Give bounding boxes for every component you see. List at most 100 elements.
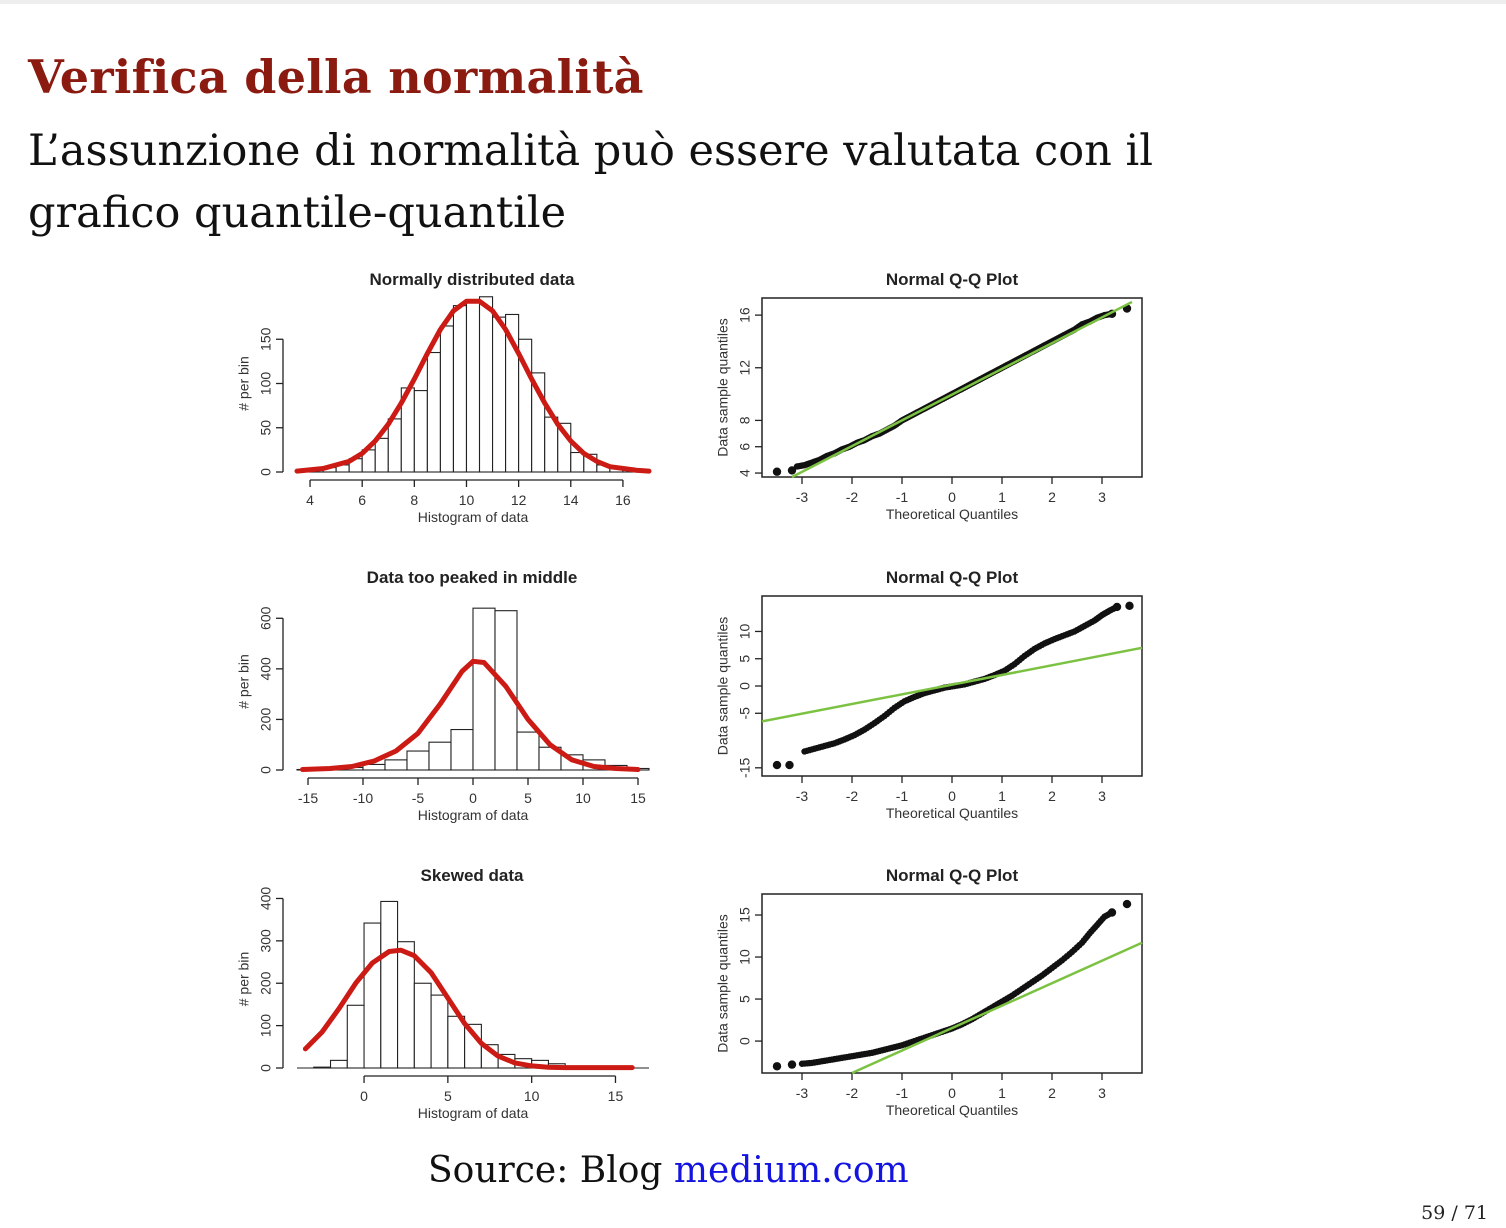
- qq1-x-tick-label: 0: [948, 489, 956, 505]
- hist2-x-tick-label: 5: [524, 790, 532, 806]
- hist3-bar: [363, 922, 382, 1069]
- slide-title: Verifica della normalità: [28, 50, 644, 104]
- qq3-x-tick-label: 3: [1098, 1085, 1106, 1101]
- qq3-y-axis-label: Data sample quantiles: [715, 914, 731, 1053]
- qq1-title: Normal Q-Q Plot: [886, 270, 1019, 289]
- hist1-bar: [492, 316, 507, 473]
- qq2-x-tick-label: 2: [1048, 788, 1056, 804]
- hist2-title: Data too peaked in middle: [367, 568, 578, 587]
- hist1-bar: [570, 451, 585, 473]
- hist3-bar: [329, 1059, 348, 1069]
- hist1-x-tick-label: 10: [459, 492, 475, 508]
- hist2-x-tick-label: 0: [469, 790, 477, 806]
- qq1-x-tick-label: 1: [998, 489, 1006, 505]
- hist3-x-tick-label: 0: [360, 1088, 368, 1104]
- qq3-x-axis-label: Theoretical Quantiles: [886, 1102, 1018, 1118]
- qq3-x-tick-label: 0: [948, 1085, 956, 1101]
- qq1-y-tick-label: 4: [737, 469, 753, 477]
- qq3-x-tick-label: -1: [896, 1085, 909, 1101]
- source-line: Source: Blog medium.com: [428, 1150, 909, 1191]
- qq1-x-tick-label: -2: [846, 489, 859, 505]
- hist3-bar: [413, 982, 432, 1069]
- hist1-x-tick-label: 16: [615, 492, 631, 508]
- qq3-x-tick-label: 1: [998, 1085, 1006, 1101]
- hist3-bar: [430, 994, 449, 1069]
- hist2-y-tick-label: 0: [258, 766, 274, 774]
- hist1-x-tick-label: 14: [563, 492, 579, 508]
- hist3-y-tick-label: 0: [258, 1064, 274, 1072]
- qq3-point: [1107, 908, 1117, 917]
- hist2-x-tick-label: -15: [298, 790, 318, 806]
- qq3-x-tick-label: 2: [1048, 1085, 1056, 1101]
- slide-body-line-1: L’assunzione di normalità può essere val…: [28, 126, 1153, 176]
- qq2-y-tick-label: -5: [737, 707, 753, 720]
- qq1-x-tick-label: -1: [896, 489, 909, 505]
- qq1-reference-line: [791, 300, 1133, 479]
- hist3-x-tick-label: 15: [608, 1088, 624, 1104]
- source-prefix: Source: Blog: [428, 1150, 674, 1191]
- qq1-x-tick-label: -3: [796, 489, 809, 505]
- hist3-bar: [346, 1004, 365, 1069]
- hist3-y-tick-label: 100: [258, 1014, 274, 1038]
- qq2-y-tick-label: 0: [737, 682, 753, 690]
- qq2-x-tick-label: 0: [948, 788, 956, 804]
- hist2-bar: [406, 750, 430, 771]
- hist2-x-axis-label: Histogram of data: [418, 807, 529, 823]
- hist1-bar: [426, 351, 441, 473]
- qq1-x-tick-label: 2: [1048, 489, 1056, 505]
- qq1-x-axis-label: Theoretical Quantiles: [886, 506, 1018, 522]
- qq3-y-tick-label: 0: [737, 1037, 753, 1045]
- hist1-bar: [452, 305, 468, 473]
- hist2-bar: [450, 728, 474, 771]
- qq1-y-tick-label: 6: [737, 443, 753, 451]
- qq3-point: [772, 1062, 782, 1071]
- qq2-x-tick-label: 1: [998, 788, 1006, 804]
- hist1-bar: [478, 296, 494, 473]
- hist2-x-tick-label: 10: [575, 790, 591, 806]
- hist1-x-tick-label: 8: [410, 492, 418, 508]
- page-number: 59 / 71: [1421, 1202, 1488, 1224]
- hist3-x-tick-label: 10: [524, 1088, 540, 1104]
- hist2-x-tick-label: -10: [353, 790, 373, 806]
- hist2-y-tick-label: 600: [258, 606, 274, 630]
- hist2-y-axis-label: # per bin: [236, 654, 252, 708]
- hist3-y-tick-label: 300: [258, 929, 274, 953]
- qq3-title: Normal Q-Q Plot: [886, 866, 1019, 885]
- hist2-y-tick-label: 200: [258, 708, 274, 732]
- qq3-y-tick-label: 15: [737, 907, 753, 923]
- hist3-density-curve: [302, 947, 635, 1071]
- qq1-x-tick-label: 3: [1098, 489, 1106, 505]
- qq1-point: [787, 466, 797, 475]
- qq2-point: [1112, 602, 1122, 612]
- qq2-y-tick-label: -15: [737, 757, 753, 777]
- qq3-x-tick-label: -2: [846, 1085, 859, 1101]
- hist2-density-curve: [300, 658, 641, 772]
- source-link[interactable]: medium.com: [673, 1150, 909, 1191]
- hist2-y-tick-label: 400: [258, 657, 274, 681]
- slide-body-text: L’assunzione di normalità può essere val…: [28, 120, 1448, 244]
- hist1-bar: [465, 301, 481, 473]
- slide-body-line-2: grafico quantile-quantile: [28, 188, 567, 238]
- hist3-x-axis-label: Histogram of data: [418, 1105, 529, 1121]
- hist3-title: Skewed data: [421, 866, 525, 885]
- hist1-x-tick-label: 4: [306, 492, 314, 508]
- hist3-bar: [397, 941, 415, 1069]
- hist1-title: Normally distributed data: [370, 270, 576, 289]
- qq3-point: [1122, 899, 1132, 909]
- hist3-bar: [380, 900, 399, 1069]
- qq3-y-tick-label: 10: [737, 949, 753, 965]
- qq1-y-tick-label: 12: [737, 360, 753, 376]
- qq2-point: [785, 760, 794, 770]
- hist1-y-tick-label: 100: [258, 372, 274, 396]
- top-rule: [0, 0, 1506, 4]
- hist2-x-tick-label: -5: [412, 790, 425, 806]
- hist1-y-axis-label: # per bin: [236, 356, 252, 410]
- qq1-point: [772, 467, 782, 476]
- hist2-bar: [516, 731, 540, 771]
- hist1-bar: [374, 437, 389, 473]
- qq3-frame: [761, 893, 1143, 1074]
- hist1-density-curve: [294, 298, 652, 474]
- hist1-bar: [387, 418, 402, 473]
- qq3-x-tick-label: -3: [796, 1085, 809, 1101]
